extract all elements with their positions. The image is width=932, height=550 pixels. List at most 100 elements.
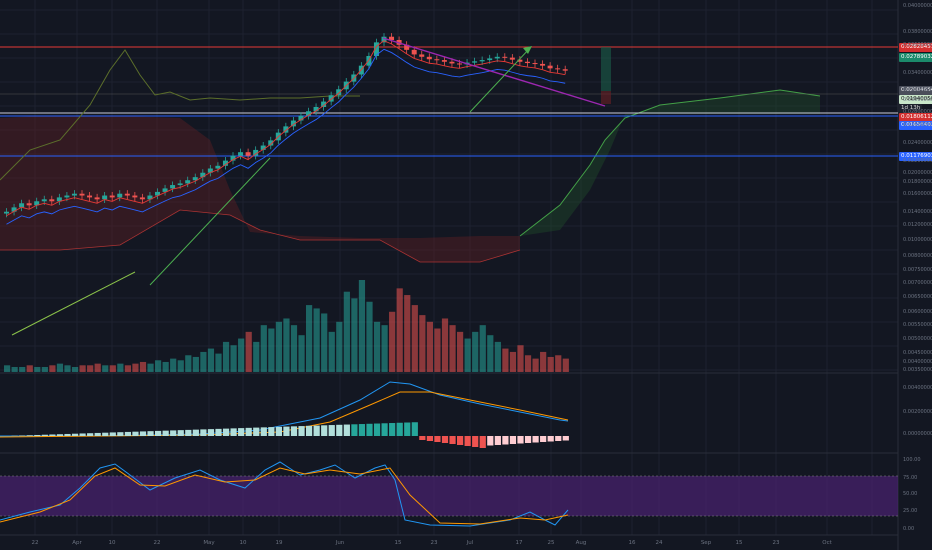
price-axis-label: 0.01400000 xyxy=(903,209,932,215)
price-tag-7: 0.01176903 xyxy=(899,151,932,161)
macd-hist-bar xyxy=(170,430,177,436)
arrow-head xyxy=(523,46,532,54)
candle-body xyxy=(139,197,145,200)
candle-body xyxy=(245,152,251,156)
macd-hist-bar xyxy=(94,432,101,436)
candle-body xyxy=(547,65,553,69)
price-axis-label: 0.00700000 xyxy=(903,280,932,286)
macd-hist-bar xyxy=(366,423,373,436)
volume-bar xyxy=(34,366,41,372)
candle-body xyxy=(260,145,266,150)
macd-hist-bar xyxy=(321,425,328,436)
time-axis-label: 10 xyxy=(108,540,116,546)
volume-bar xyxy=(487,335,494,372)
price-axis-label: 0.02000000 xyxy=(903,170,932,176)
volume-bar xyxy=(238,338,245,372)
candle-body xyxy=(177,183,183,186)
volume-bar xyxy=(283,318,290,372)
volume-bar xyxy=(132,363,139,372)
macd-hist-bar xyxy=(434,436,441,442)
volume-bar xyxy=(373,321,381,372)
volume-bar xyxy=(41,366,48,372)
macd-hist-bar xyxy=(396,422,403,436)
macd-hist-bar xyxy=(562,436,569,441)
volume-bar xyxy=(147,363,154,372)
macd-hist-bar xyxy=(200,429,207,436)
macd-hist-bar xyxy=(555,436,562,441)
volume-bar xyxy=(381,325,388,372)
time-axis-label: 15 xyxy=(735,540,743,546)
candle-body xyxy=(404,44,410,50)
macd-hist-bar xyxy=(358,424,366,436)
price-axis-label: 0.00750000 xyxy=(903,267,932,273)
volume-bar xyxy=(170,358,177,372)
volume-bar xyxy=(419,315,426,372)
volume-bar xyxy=(351,298,358,372)
price-axis-label: 0.03400000 xyxy=(903,70,932,76)
price-axis-label: 0.04000000 xyxy=(903,3,932,9)
volume-bar xyxy=(532,358,539,372)
price-tag-2: 0.02004654 xyxy=(899,85,932,95)
price-tag-1: 0.02789032 xyxy=(899,52,932,62)
macd-hist-bar xyxy=(245,427,252,436)
candle-body xyxy=(524,61,530,64)
candle-body xyxy=(494,56,500,59)
volume-bar xyxy=(4,365,11,372)
macd-hist-bar xyxy=(457,436,464,445)
price-axis-label: 0.03800000 xyxy=(903,29,932,35)
candle-body xyxy=(479,60,485,62)
candle-body xyxy=(457,63,462,65)
time-axis-label: 16 xyxy=(628,540,636,546)
volume-bar xyxy=(540,351,547,372)
macd-hist-bar xyxy=(207,429,215,436)
candle-body xyxy=(298,115,304,121)
macd-hist-bar xyxy=(343,424,350,436)
macd-hist-bar xyxy=(268,427,275,436)
rsi-axis-label: 0.00 xyxy=(903,526,915,532)
volume-bar xyxy=(155,360,162,372)
price-axis-label: 0.01600000 xyxy=(903,191,932,197)
price-axis-label: 0.00550000 xyxy=(903,322,932,328)
rsi-axis-label: 75.00 xyxy=(903,475,918,481)
macd-hist-bar xyxy=(275,426,282,436)
macd-hist-bar xyxy=(517,436,524,444)
rsi-axis-label: 100.00 xyxy=(903,457,921,463)
price-axis-label: 0.00500000 xyxy=(903,336,932,342)
price-tag-6: 0.01656402 xyxy=(899,120,932,130)
price-axis-label: 0.00400000 xyxy=(903,359,932,365)
candle-body xyxy=(366,56,372,66)
volume-bar xyxy=(260,325,267,372)
macd-hist-bar xyxy=(139,431,147,436)
candle-body xyxy=(87,195,93,198)
volume-bar xyxy=(87,365,94,372)
volume-bar xyxy=(555,355,562,372)
volume-bar xyxy=(517,345,524,372)
volume-bar xyxy=(509,351,517,372)
candle-body xyxy=(147,195,153,200)
volume-bar xyxy=(268,328,275,372)
candle-body xyxy=(562,69,568,71)
volume-bar xyxy=(457,331,464,372)
macd-hist-bar xyxy=(426,436,433,441)
macd-line xyxy=(0,381,569,437)
candle-body xyxy=(64,195,70,198)
time-axis-label: Jun xyxy=(335,540,345,546)
candle-body xyxy=(155,191,160,196)
macd-hist-bar xyxy=(147,431,154,436)
macd-hist-bar xyxy=(87,433,94,436)
volume-bar xyxy=(321,313,328,372)
candle-body xyxy=(426,56,432,60)
volume-bar xyxy=(524,355,532,372)
candle-body xyxy=(192,177,198,181)
macd-hist-bar xyxy=(449,436,456,444)
macd-hist-bar xyxy=(404,422,411,436)
volume-bar xyxy=(245,331,252,372)
macd-hist-bar xyxy=(419,436,426,440)
volume-bar xyxy=(185,355,192,372)
volume-bar xyxy=(79,365,86,372)
senkou-a-line xyxy=(519,89,821,237)
macd-hist-bar xyxy=(117,432,124,436)
volume-bar xyxy=(19,366,26,372)
